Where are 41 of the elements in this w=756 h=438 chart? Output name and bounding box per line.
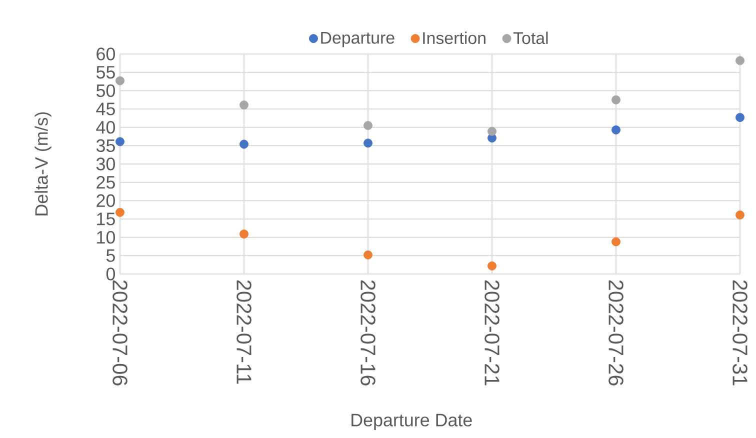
legend-label: Departure <box>321 32 394 48</box>
y-tick-label: 25 <box>96 176 115 189</box>
point <box>364 121 372 130</box>
y-tick-label: 30 <box>96 158 115 170</box>
point <box>488 126 496 136</box>
point <box>612 237 620 246</box>
y-tick-label: 45 <box>96 102 115 116</box>
y-tick-label: 55 <box>96 66 115 79</box>
x-tick-label: 2022-07-16 <box>360 280 376 386</box>
y-tick-label: 15 <box>97 212 115 226</box>
x-axis-title: Departure Date <box>352 414 472 430</box>
point <box>736 56 744 66</box>
point <box>364 138 372 148</box>
point <box>116 76 124 86</box>
point <box>488 261 496 270</box>
point <box>240 230 248 239</box>
y-axis-title: Delta-V (m/s) <box>34 112 52 216</box>
x-tick-label: 2022-07-31 <box>732 280 748 386</box>
legend-label: Insertion <box>423 32 486 44</box>
x-tick-label: 2022-07-06 <box>112 280 128 386</box>
point <box>116 208 124 217</box>
point <box>736 112 744 122</box>
y-tick-label: 50 <box>96 84 115 98</box>
x-tick-label: 2022-07-11 <box>236 280 252 384</box>
x-tick-label: 2022-07-21 <box>484 280 500 386</box>
point <box>240 140 248 149</box>
point <box>240 100 248 110</box>
y-tick-label: 20 <box>96 194 115 208</box>
y-tick-label: 40 <box>96 120 115 134</box>
point <box>116 137 124 146</box>
y-tick-label: 35 <box>96 139 115 152</box>
point <box>736 210 744 220</box>
y-tick-label: 5 <box>106 249 115 262</box>
y-tick-label: 10 <box>97 230 115 244</box>
point <box>612 95 620 104</box>
y-tick-label: 60 <box>96 48 115 60</box>
legend-label: Total <box>513 32 548 44</box>
point <box>364 250 372 260</box>
y-tick-label: 0 <box>106 268 115 280</box>
point <box>612 125 620 134</box>
x-tick-label: 2022-07-26 <box>608 280 624 386</box>
